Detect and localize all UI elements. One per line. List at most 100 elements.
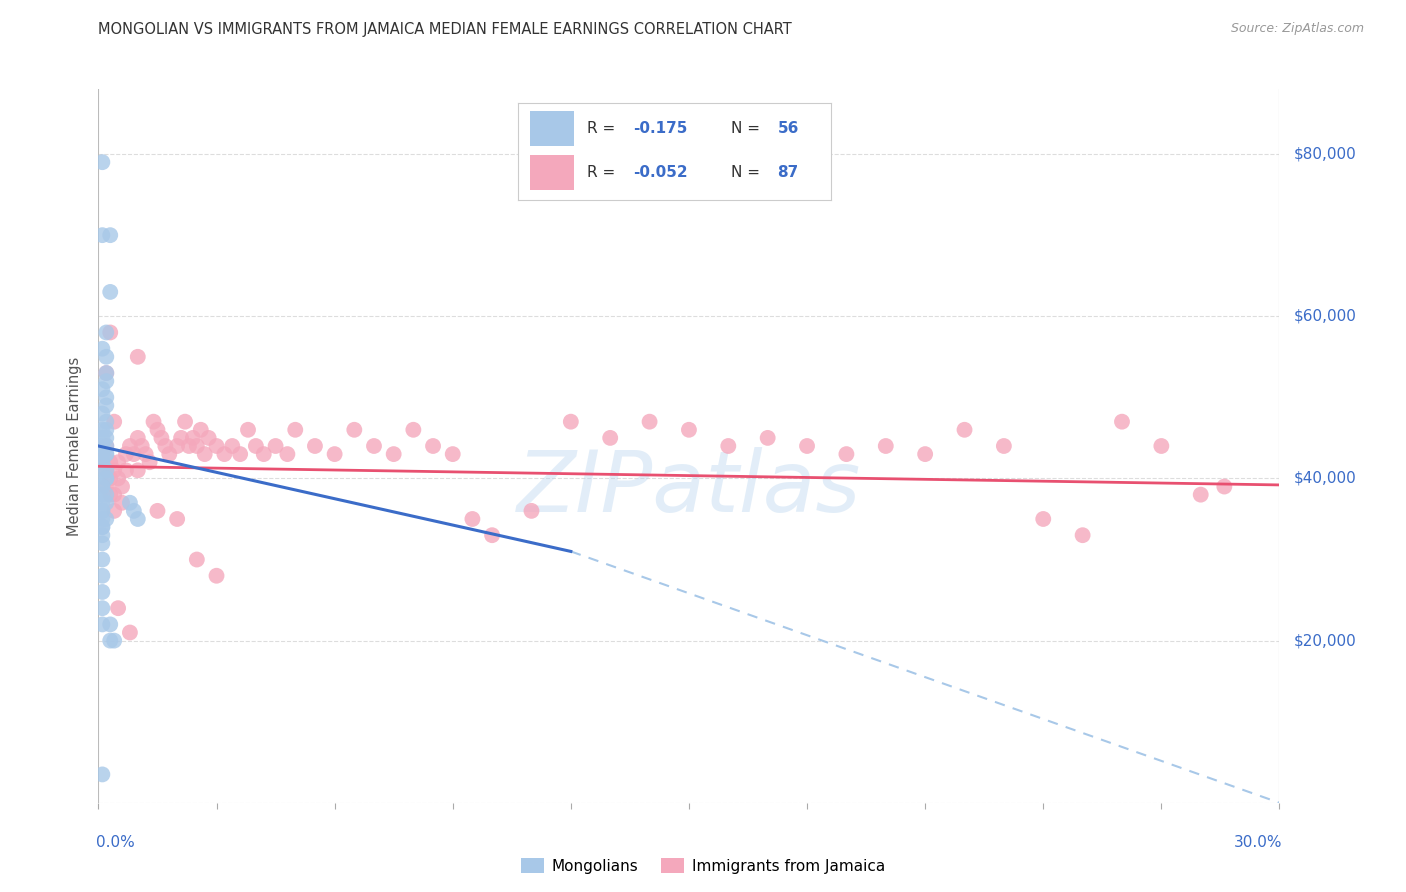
Point xyxy=(1150,439,1173,453)
Point xyxy=(127,350,149,364)
Point xyxy=(118,439,141,453)
Point xyxy=(91,455,114,469)
Point xyxy=(1032,512,1054,526)
Point xyxy=(91,439,114,453)
Point xyxy=(194,447,217,461)
Point xyxy=(205,439,228,453)
Point xyxy=(323,447,346,461)
Point xyxy=(157,447,180,461)
Point xyxy=(96,463,118,477)
Point xyxy=(91,382,114,396)
Point xyxy=(91,439,114,453)
Point xyxy=(304,439,326,453)
Point xyxy=(91,423,114,437)
Point xyxy=(441,447,464,461)
Point xyxy=(91,342,114,356)
Point xyxy=(98,326,121,340)
Point xyxy=(875,439,897,453)
Point xyxy=(236,423,259,437)
Point xyxy=(118,625,141,640)
Point xyxy=(127,431,149,445)
Point xyxy=(422,439,444,453)
Point xyxy=(98,488,121,502)
Point xyxy=(91,496,114,510)
Point xyxy=(98,633,121,648)
Point xyxy=(91,552,114,566)
Point xyxy=(115,463,138,477)
Point xyxy=(96,415,118,429)
Point xyxy=(91,512,114,526)
Point xyxy=(96,326,118,340)
Point xyxy=(166,439,188,453)
Point xyxy=(91,407,114,421)
Point xyxy=(107,601,129,615)
Point xyxy=(150,431,173,445)
Point xyxy=(103,633,125,648)
Point xyxy=(96,479,118,493)
Point xyxy=(993,439,1015,453)
Point xyxy=(91,479,114,493)
Point xyxy=(91,455,114,469)
Point xyxy=(138,455,160,469)
Point xyxy=(98,617,121,632)
Point xyxy=(363,439,385,453)
Point xyxy=(91,767,114,781)
Point xyxy=(91,488,114,502)
Point xyxy=(122,504,145,518)
Point xyxy=(678,423,700,437)
Point xyxy=(717,439,740,453)
Point xyxy=(91,155,114,169)
Point xyxy=(170,431,193,445)
Point xyxy=(229,447,252,461)
Text: Source: ZipAtlas.com: Source: ZipAtlas.com xyxy=(1230,22,1364,36)
Point xyxy=(96,471,118,485)
Point xyxy=(131,439,153,453)
Text: $40,000: $40,000 xyxy=(1294,471,1357,486)
Point xyxy=(1213,479,1236,493)
Point xyxy=(115,447,138,461)
Point xyxy=(638,415,661,429)
Point xyxy=(461,512,484,526)
Point xyxy=(96,350,118,364)
Point xyxy=(91,528,114,542)
Y-axis label: Median Female Earnings: Median Female Earnings xyxy=(67,357,83,535)
Point xyxy=(245,439,267,453)
Point xyxy=(214,447,236,461)
Point xyxy=(91,479,114,493)
Point xyxy=(91,455,114,469)
Point xyxy=(96,374,118,388)
Point xyxy=(402,423,425,437)
Point xyxy=(177,439,200,453)
Point xyxy=(91,585,114,599)
Point xyxy=(127,463,149,477)
Text: $80,000: $80,000 xyxy=(1294,146,1357,161)
Point xyxy=(96,431,118,445)
Point xyxy=(253,447,276,461)
Point xyxy=(520,504,543,518)
Point xyxy=(96,399,118,413)
Point xyxy=(135,447,157,461)
Point xyxy=(91,447,114,461)
Point xyxy=(103,415,125,429)
Point xyxy=(103,463,125,477)
Point xyxy=(142,415,165,429)
Point xyxy=(96,423,118,437)
Point xyxy=(599,431,621,445)
Point xyxy=(103,504,125,518)
Point xyxy=(560,415,582,429)
Point xyxy=(284,423,307,437)
Point xyxy=(127,512,149,526)
Point xyxy=(146,504,169,518)
Point xyxy=(91,568,114,582)
Point xyxy=(264,439,287,453)
Text: MONGOLIAN VS IMMIGRANTS FROM JAMAICA MEDIAN FEMALE EARNINGS CORRELATION CHART: MONGOLIAN VS IMMIGRANTS FROM JAMAICA MED… xyxy=(98,22,792,37)
Point xyxy=(96,471,118,485)
Point xyxy=(276,447,298,461)
Point xyxy=(174,415,197,429)
Point xyxy=(186,552,208,566)
Point xyxy=(96,439,118,453)
Point xyxy=(197,431,219,445)
Point xyxy=(186,439,208,453)
Point xyxy=(1189,488,1212,502)
Point xyxy=(98,228,121,243)
